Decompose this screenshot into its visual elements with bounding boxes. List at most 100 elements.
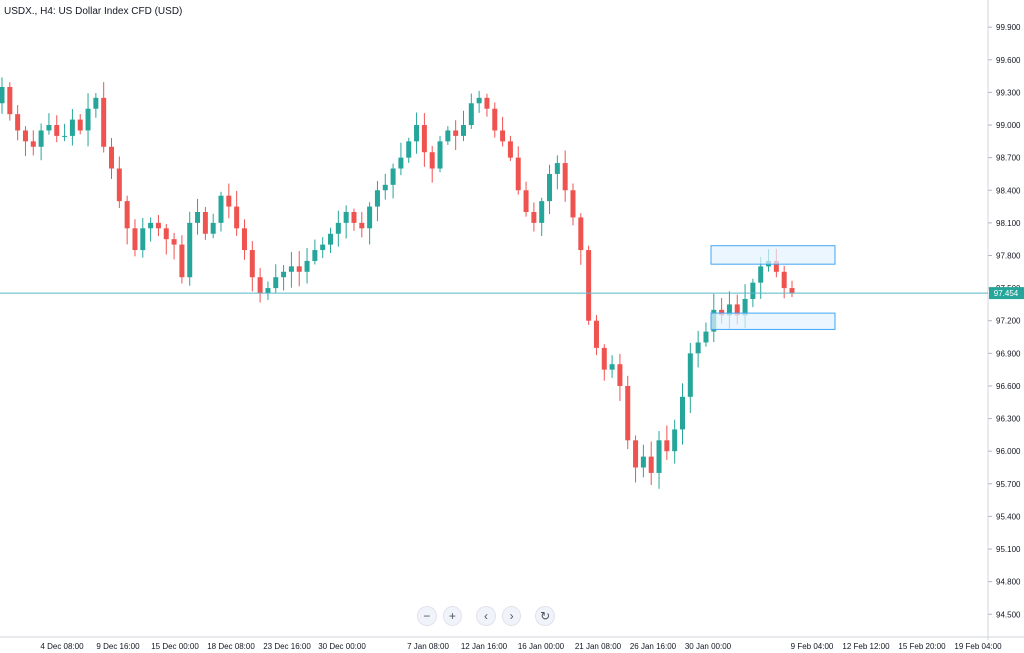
candle-body [116,168,122,202]
candle-body [609,364,615,370]
candle-body [38,130,44,147]
y-tick-label: 96.600 [996,382,1021,391]
candle-body [562,163,568,191]
candle-body [601,347,607,370]
candle-body [414,125,420,142]
candle-body [539,201,545,223]
candle-body [312,250,318,261]
chart-navigation-bar: − + ‹ › ↻ [417,605,555,627]
y-tick-label: 95.100 [996,545,1021,554]
candle-body [515,157,521,191]
candle-body [179,244,185,278]
candle-body [570,190,576,218]
candle-body [101,97,107,147]
candle-body [695,342,701,354]
candle-body [265,288,271,294]
x-tick-label: 15 Feb 20:00 [898,642,946,651]
candle-body [249,250,255,278]
candle-body [460,125,466,136]
candle-body [241,228,247,251]
candle-body [648,456,654,473]
candle-body [531,212,537,223]
candle-body [468,103,474,126]
candle-body [633,440,639,468]
candle-body [586,250,592,321]
x-tick-label: 30 Dec 00:00 [318,642,366,651]
candle-body [484,97,490,109]
candle-body [22,130,28,142]
candle-body [202,212,208,234]
candle-body [69,119,75,136]
scroll-left-button[interactable]: ‹ [476,606,496,626]
candle-body [640,456,646,468]
candle-body [367,206,373,229]
y-tick-label: 96.000 [996,447,1021,456]
x-tick-label: 26 Jan 16:00 [630,642,677,651]
y-tick-label: 98.700 [996,154,1021,163]
zoom-in-button[interactable]: + [442,606,463,626]
candle-body [656,440,662,473]
candle-body [281,271,287,278]
candle-body [453,130,459,136]
candle-body [492,108,498,131]
candle-body [687,353,693,397]
candle-body [62,135,68,137]
candle-body [672,429,678,452]
candle-body [421,125,427,153]
candle-body [374,190,380,207]
candle-body [625,385,631,441]
candle-body [30,141,36,147]
candle-body [218,195,224,223]
x-tick-label: 4 Dec 08:00 [40,642,84,651]
y-tick-label: 98.400 [996,186,1021,195]
candle-body [664,440,670,452]
candle-body [304,260,310,272]
x-tick-label: 19 Feb 04:00 [954,642,1002,651]
current-price-label: 97.454 [994,289,1019,298]
candle-body [359,222,365,229]
candle-body [328,233,334,245]
candle-body [476,97,482,104]
scroll-right-button[interactable]: › [501,606,522,626]
candle-body [726,304,732,316]
candle-body [445,130,451,142]
candle-body [187,222,193,278]
candle-body [0,86,5,104]
zoom-out-button[interactable]: − [417,606,437,626]
candle-body [171,239,177,245]
x-tick-label: 12 Feb 12:00 [842,642,890,651]
candle-body [85,108,91,131]
candle-body [734,304,740,316]
candle-body [7,86,13,115]
candle-body [46,125,52,131]
candle-body [593,320,599,348]
y-tick-label: 99.300 [996,88,1021,97]
candle-body [679,396,685,430]
candle-body [335,222,341,234]
y-tick-label: 97.200 [996,317,1021,326]
candle-body [523,190,529,212]
candle-body [132,228,138,251]
resistance-zone [710,245,836,265]
x-tick-label: 12 Jan 16:00 [461,642,508,651]
candle-body [296,266,302,272]
chart-title: USDX., H4: US Dollar Index CFD (USD) [4,6,183,17]
x-tick-label: 30 Jan 00:00 [685,642,732,651]
candle-body [195,212,201,223]
candle-body [437,141,443,169]
candle-body [273,277,279,289]
candle-body [343,212,349,223]
y-tick-label: 96.900 [996,349,1021,358]
y-tick-label: 95.400 [996,512,1021,521]
reset-chart-button[interactable]: ↻ [535,606,555,626]
candle-body [578,217,584,251]
y-tick-label: 97.800 [996,251,1021,260]
candle-body [547,173,553,202]
candle-body [429,152,435,169]
candle-body [77,119,83,131]
candle-body [15,114,21,131]
y-tick-label: 96.300 [996,415,1021,424]
candle-body [773,260,779,272]
